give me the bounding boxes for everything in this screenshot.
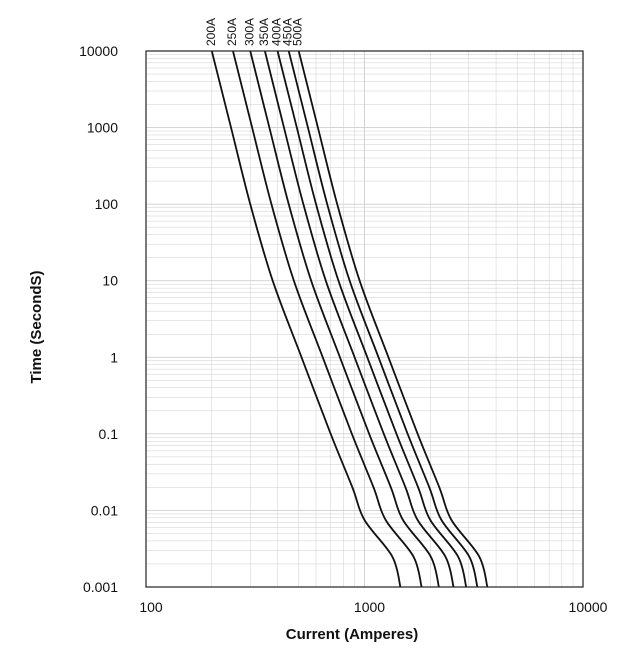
series-line-500A (297, 50, 489, 588)
series-label: 400A (270, 18, 284, 46)
y-tick-label: 0.01 (91, 502, 118, 518)
y-tick-label: 1000 (87, 120, 118, 136)
series-label: 300A (242, 18, 256, 46)
y-tick-label: 0.1 (99, 426, 119, 442)
grid-layer (146, 51, 583, 587)
y-tick-label: 10000 (79, 43, 118, 59)
y-tick-label: 1 (110, 349, 118, 365)
plot-frame (145, 50, 584, 588)
series-label: 450A (281, 18, 295, 46)
series-label: 500A (291, 18, 305, 46)
series-line-250A (232, 50, 423, 588)
series-line-400A (276, 50, 468, 588)
y-tick-label: 0.001 (83, 579, 118, 595)
series-label: 250A (225, 18, 239, 46)
x-tick-label: 1000 (354, 599, 385, 615)
x-tick-labels: 100 1000 10000 (139, 599, 607, 615)
series-line-300A (249, 50, 440, 588)
y-tick-labels: 10000 1000 100 10 1 0.1 0.01 0.001 (79, 43, 118, 595)
y-axis-title: Time (SecondS) (28, 270, 45, 383)
x-axis-title: Current (Amperes) (286, 626, 419, 643)
x-tick-label: 100 (139, 599, 163, 615)
y-tick-label: 100 (95, 196, 119, 212)
series-label: 350A (257, 18, 271, 46)
y-tick-label: 10 (102, 273, 118, 289)
series-layer (210, 50, 489, 588)
series-line-450A (287, 50, 479, 588)
x-tick-label: 10000 (569, 599, 608, 615)
series-line-200A (210, 50, 402, 588)
series-label: 200A (204, 18, 218, 46)
series-line-350A (264, 50, 455, 588)
